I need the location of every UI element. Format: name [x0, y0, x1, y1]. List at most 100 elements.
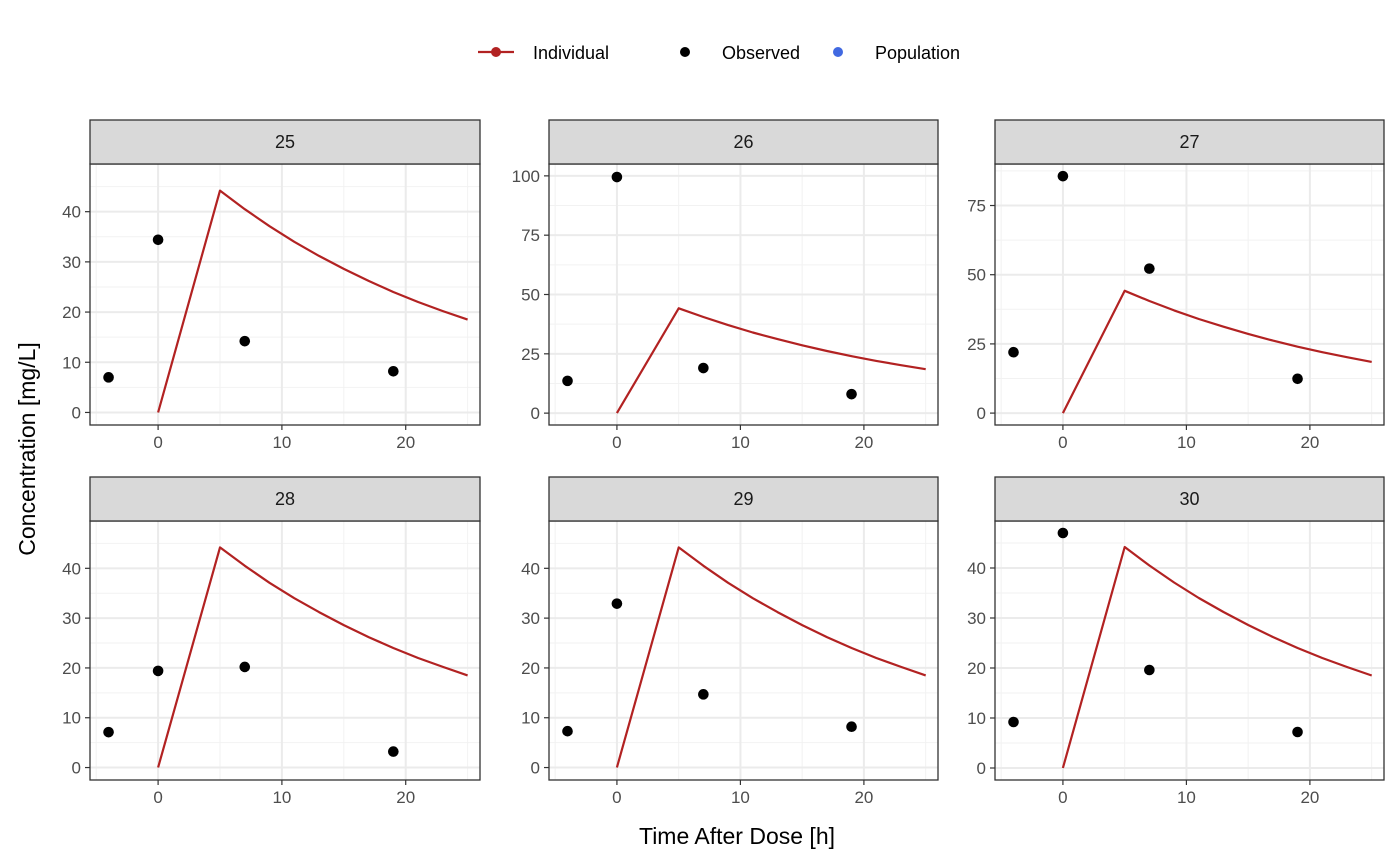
x-tick-label: 0	[153, 788, 162, 807]
legend-label: Population	[875, 43, 960, 63]
y-tick-label: 40	[521, 559, 540, 578]
observed-point	[1144, 664, 1155, 676]
observed-point	[1292, 373, 1303, 385]
y-tick-label: 30	[521, 609, 540, 628]
y-tick-label: 40	[967, 559, 986, 578]
y-tick-label: 100	[512, 167, 540, 186]
y-tick-label: 10	[967, 709, 986, 728]
panel-background	[549, 521, 938, 780]
y-tick-label: 25	[521, 345, 540, 364]
x-tick-label: 20	[396, 433, 415, 452]
y-tick-label: 0	[977, 759, 986, 778]
individual-line	[1061, 545, 1373, 769]
observed-point	[1057, 170, 1069, 182]
legend-item-individual: Individual	[478, 43, 609, 63]
observed-point	[239, 661, 251, 673]
facet-strip-label: 27	[1179, 132, 1199, 152]
x-tick-label: 20	[854, 433, 873, 452]
panel-background	[90, 521, 480, 780]
x-tick-label: 10	[1177, 788, 1196, 807]
x-tick-label: 0	[1058, 433, 1067, 452]
y-tick-label: 20	[62, 659, 81, 678]
observed-point	[152, 234, 164, 246]
y-tick-label: 50	[967, 266, 986, 285]
y-tick-label: 25	[967, 335, 986, 354]
y-tick-label: 0	[531, 404, 540, 423]
legend-point-swatch	[833, 47, 843, 57]
individual-line	[615, 546, 927, 768]
y-tick-label: 30	[967, 609, 986, 628]
x-tick-label: 0	[612, 433, 621, 452]
panel-30: 30 0 10 20 30 40 0 10 20	[967, 476, 1385, 807]
y-tick-label: 10	[62, 353, 81, 372]
y-tick-label: 0	[977, 404, 986, 423]
observed-point	[1292, 726, 1303, 738]
facet-strip	[994, 476, 1385, 522]
x-tick-label: 0	[153, 433, 162, 452]
y-tick-label: 40	[62, 559, 81, 578]
facet-strip	[994, 119, 1385, 165]
legend: Individual Observed Population	[478, 43, 960, 63]
legend-label: Observed	[722, 43, 800, 63]
observed-point	[846, 721, 857, 733]
observed-point	[562, 375, 573, 387]
observed-point	[846, 388, 857, 400]
panel-background	[90, 164, 480, 425]
observed-point	[1008, 716, 1019, 728]
individual-line	[157, 189, 468, 413]
observed-point	[103, 372, 114, 383]
legend-item-observed: Observed	[680, 43, 800, 63]
y-tick-label: 75	[521, 226, 540, 245]
observed-point	[152, 665, 164, 677]
x-tick-label: 0	[612, 788, 621, 807]
individual-line	[1061, 289, 1372, 414]
panel-25: 25 0 10 20 30 40 0 10 20	[62, 119, 481, 452]
observed-point	[698, 689, 709, 700]
observed-point	[239, 335, 251, 347]
y-tick-label: 30	[62, 609, 81, 628]
observed-point	[388, 365, 399, 377]
panel-background	[995, 521, 1384, 780]
legend-label: Individual	[533, 43, 609, 63]
y-tick-label: 20	[62, 303, 81, 322]
y-tick-label: 50	[521, 286, 540, 305]
y-tick-label: 0	[531, 759, 540, 778]
x-tick-label: 20	[854, 788, 873, 807]
observed-point	[388, 746, 399, 757]
observed-point	[562, 725, 573, 737]
facet-strip-label: 25	[275, 132, 295, 152]
x-tick-label: 10	[272, 788, 291, 807]
panel-29: 29 0 10 20 30 40 0 10 20	[521, 476, 939, 807]
individual-line	[615, 307, 926, 414]
panel-27: 27 0 25 50 75 0 10 20	[967, 119, 1385, 452]
panel-28: 28 0 10 20 30 40 0 10 20	[62, 476, 481, 807]
facet-strip-label: 29	[733, 489, 753, 509]
y-tick-label: 10	[62, 709, 81, 728]
observed-point	[698, 362, 709, 374]
y-tick-label: 20	[521, 659, 540, 678]
legend-point-swatch	[680, 47, 690, 57]
observed-point	[103, 726, 114, 738]
x-tick-label: 0	[1058, 788, 1067, 807]
y-tick-label: 40	[62, 203, 81, 222]
y-tick-label: 0	[72, 403, 81, 422]
facet-strip	[548, 119, 939, 165]
observed-point	[1144, 263, 1155, 274]
x-tick-label: 10	[731, 788, 750, 807]
x-tick-label: 20	[1300, 788, 1319, 807]
legend-item-population: Population	[833, 43, 960, 63]
facet-strip	[548, 476, 939, 522]
legend-point-swatch	[491, 47, 501, 57]
facet-strip	[89, 119, 481, 165]
y-tick-label: 0	[72, 759, 81, 778]
x-axis-title: Time After Dose [h]	[639, 823, 835, 849]
x-tick-label: 20	[396, 788, 415, 807]
y-tick-label: 75	[967, 197, 986, 216]
observed-point	[611, 598, 623, 609]
y-tick-label: 10	[521, 709, 540, 728]
observed-point	[611, 171, 623, 183]
facet-strip	[89, 476, 481, 522]
facet-strip-label: 30	[1179, 489, 1199, 509]
